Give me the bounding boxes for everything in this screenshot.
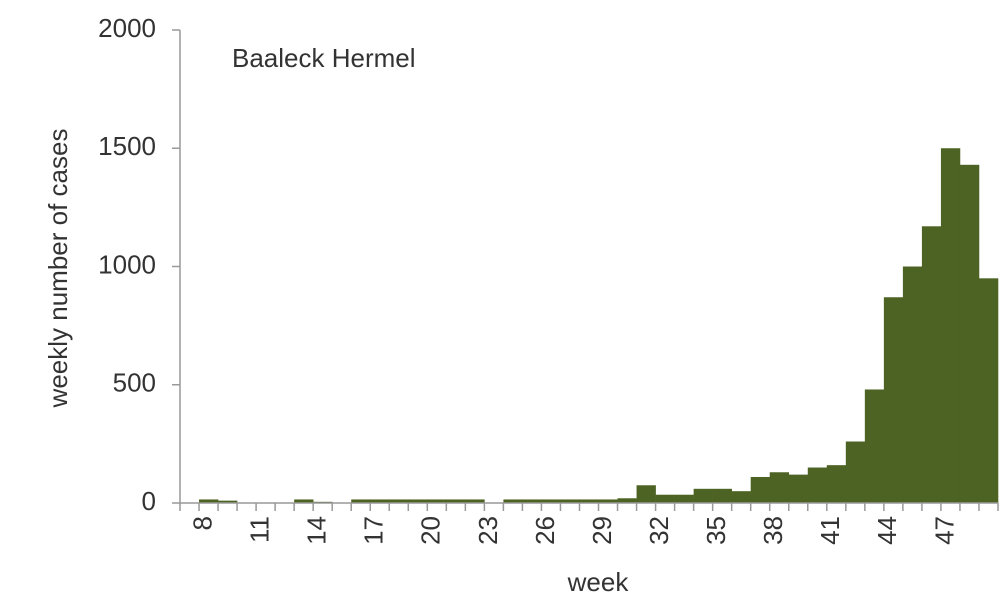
x-tick-label: 38 [758,516,788,545]
x-tick-label: 47 [929,516,959,545]
x-tick-label: 29 [587,516,617,545]
bar [883,297,904,503]
bar [788,474,809,503]
bar [370,499,390,503]
y-tick-label: 2000 [98,13,156,43]
bar [959,164,980,503]
bar [560,499,580,503]
bar [636,485,656,503]
bar [826,465,847,503]
bar [807,467,828,503]
bar [503,499,523,503]
bar [940,148,961,503]
bar [294,499,314,503]
bar [446,499,466,503]
y-tick-label: 500 [113,368,156,398]
y-tick-label: 1000 [98,249,156,279]
x-axis-title: week [567,567,630,597]
x-tick-label: 8 [187,516,217,530]
x-tick-label: 35 [701,516,731,545]
bar [769,472,790,503]
y-axis-title: weekly number of cases [43,129,73,409]
bar [598,499,618,503]
bar [199,499,219,503]
bar [655,494,675,503]
bar [351,499,371,503]
bar [218,500,238,503]
bar [693,488,713,503]
bar [427,499,447,503]
x-tick-label: 41 [815,516,845,545]
x-tick-label: 23 [473,516,503,545]
x-tick-label: 17 [359,516,389,545]
bar [845,441,866,503]
x-tick-label: 32 [644,516,674,545]
bar [579,499,599,503]
y-tick-label: 0 [142,486,156,516]
bar [750,476,771,503]
x-tick-label: 14 [302,516,332,545]
x-tick-label: 11 [244,516,274,543]
bar [731,491,751,503]
bar [541,499,561,503]
bar [864,389,885,503]
y-tick-label: 1500 [98,131,156,161]
x-tick-label: 26 [530,516,560,545]
bar [408,499,428,503]
annotation: Baaleck Hermel [232,43,416,73]
bar [674,494,694,503]
bar [902,266,923,503]
x-tick-label: 44 [872,516,902,545]
bar [522,499,542,503]
bar [712,488,732,503]
x-tick-label: 20 [416,516,446,545]
bar [921,226,942,504]
bar [978,278,999,503]
bar [389,499,409,503]
bar [617,498,637,503]
bar [465,499,485,503]
